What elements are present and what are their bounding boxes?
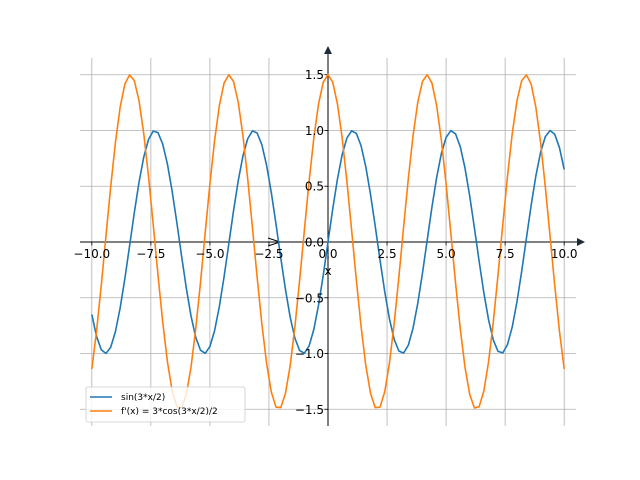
x-tick-label-2: −5.0 [195, 247, 224, 261]
series-line-1 [91, 73, 565, 409]
x-tick-label-8: 10.0 [551, 247, 578, 261]
legend: sin(3*x/2) f'(x) = 3*cos(3*x/2)/2 [85, 386, 246, 423]
x-axis-arrow [577, 238, 585, 246]
x-tick-label-4: 0.0 [318, 247, 337, 261]
x-tick-label-1: −7.5 [136, 247, 165, 261]
y-tick-label-6: 1.5 [305, 68, 324, 82]
x-axis-chevron [267, 237, 282, 247]
y-tick-label-0: −1.5 [295, 403, 324, 417]
y-tick-label-3: 0.0 [305, 236, 324, 250]
x-tick-label-0: −10.0 [73, 247, 110, 261]
legend-box [85, 386, 246, 423]
x-axis-label: x [324, 264, 331, 278]
x-tick-label-7: 7.5 [496, 247, 515, 261]
y-tick-label-5: 1.0 [305, 124, 324, 138]
plot-series [91, 73, 565, 409]
legend-label-derivative: f'(x) = 3*cos(3*x/2)/2 [121, 407, 218, 417]
x-tick-label-5: 2.5 [378, 247, 397, 261]
tick-labels: −10.0 −7.5 −5.0 −2.5 0.0 2.5 5.0 7.5 10.0 −1.5 −1.… [73, 68, 577, 417]
series-line-0 [91, 129, 565, 355]
x-tick-label-3: −2.5 [254, 247, 283, 261]
y-tick-label-1: −1.0 [295, 347, 324, 361]
y-axis-arrow [324, 46, 332, 54]
x-tick-label-6: 5.0 [437, 247, 456, 261]
legend-label-sin: sin(3*x/2) [121, 393, 165, 403]
y-tick-label-4: 0.5 [305, 180, 324, 194]
y-tick-label-2: −0.5 [295, 291, 324, 305]
